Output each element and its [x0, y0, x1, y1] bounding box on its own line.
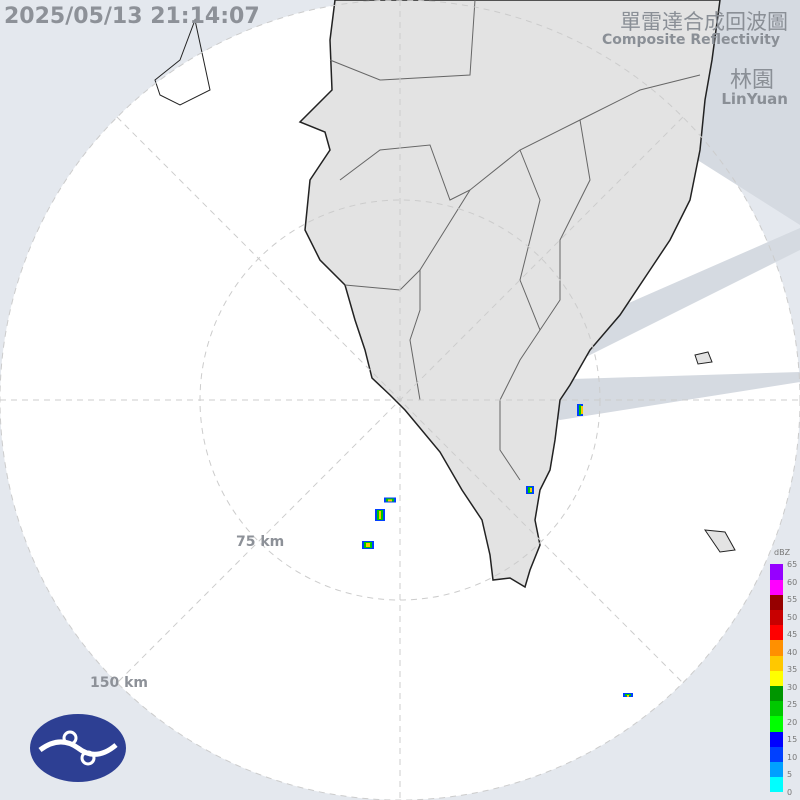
legend-swatch: [770, 655, 783, 671]
legend-swatch: [770, 700, 783, 717]
legend-tick: 55: [787, 595, 798, 604]
orchid-island: [703, 529, 736, 553]
legend-tick: 45: [787, 630, 798, 639]
legend-tick: 60: [787, 577, 798, 587]
legend-swatch: [770, 670, 783, 687]
echo-cell: [388, 499, 392, 502]
legend-swatch: [770, 640, 783, 656]
range-label-150: 150 km: [90, 675, 148, 691]
echo-cell: [366, 543, 370, 547]
legend-swatch: [770, 761, 783, 778]
green-island: [694, 351, 713, 365]
range-label-75: 75 km: [236, 534, 285, 550]
legend-swatch: [770, 716, 783, 732]
legend-tick: 50: [787, 612, 798, 622]
echoes: [362, 404, 633, 697]
echo-cell: [579, 405, 581, 415]
station-zh: 林園: [729, 68, 774, 93]
legend-swatch: [770, 564, 783, 580]
station-en: LinYuan: [721, 90, 788, 108]
beam-blockage: [445, 0, 800, 420]
title-en: Composite Reflectivity: [602, 32, 780, 48]
legend-tick: 10: [787, 752, 798, 762]
legend-tick: 30: [787, 682, 798, 692]
legend-swatch: [770, 594, 783, 611]
legend-tick: 40: [787, 647, 798, 657]
taiwan-land: [298, 0, 721, 589]
legend-tick: 0: [787, 787, 793, 797]
echo-cell: [581, 406, 583, 414]
legend-tick: 65: [787, 560, 798, 569]
penghu-islands: [154, 18, 211, 106]
legend-tick: 15: [787, 735, 798, 744]
echo-cell: [530, 488, 532, 492]
county-borders: [329, 0, 701, 481]
legend-tick: 35: [787, 665, 798, 674]
legend-swatch: [770, 609, 783, 626]
legend-swatch: [770, 731, 783, 747]
echo-cell: [627, 695, 629, 697]
legend-tick: 5: [787, 770, 793, 779]
legend-swatch: [770, 579, 783, 595]
legend-swatch: [770, 746, 783, 763]
echo-cell: [379, 511, 381, 519]
legend-tick: 25: [787, 700, 798, 709]
legend-swatch: [770, 685, 783, 702]
cwa-logo: [30, 714, 126, 782]
legend-swatch: [770, 776, 783, 793]
legend-swatch: [770, 624, 783, 641]
title-zh: 單雷達合成回波圖: [620, 10, 788, 34]
legend-unit: dBZ: [774, 548, 791, 557]
legend-tick: 20: [787, 717, 798, 727]
timestamp: 2025/05/13 21:14:07: [4, 4, 260, 29]
